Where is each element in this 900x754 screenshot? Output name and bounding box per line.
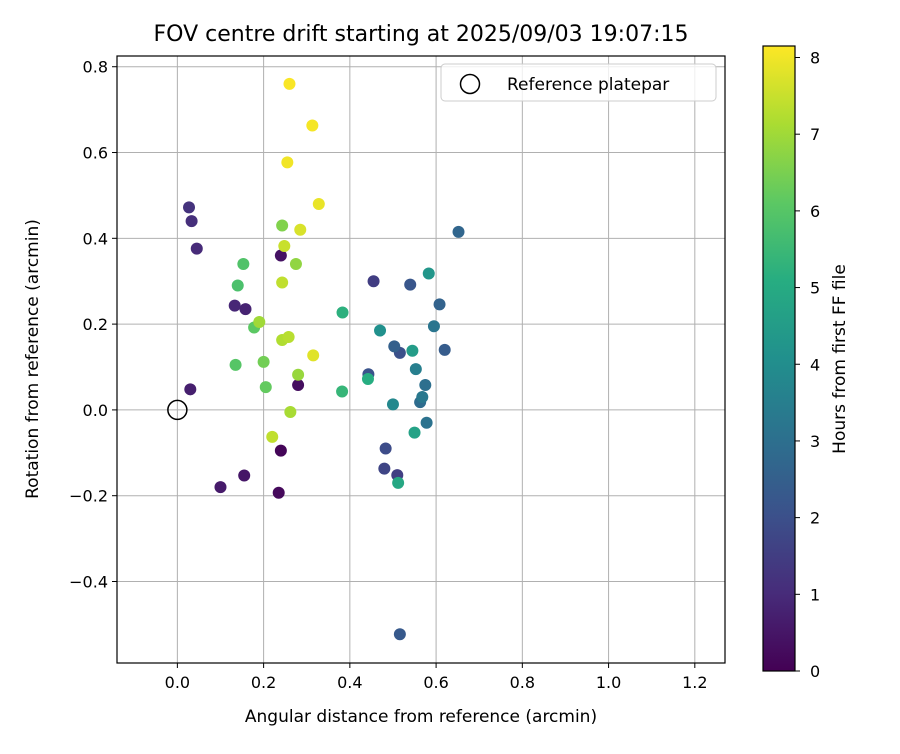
scatter-point bbox=[276, 276, 289, 289]
colorbar-tick-label: 2 bbox=[810, 509, 820, 528]
chart-title: FOV centre drift starting at 2025/09/03 … bbox=[154, 22, 689, 47]
scatter-point bbox=[379, 442, 392, 455]
scatter-point bbox=[272, 486, 285, 499]
scatter-point bbox=[183, 201, 196, 214]
scatter-point bbox=[361, 373, 374, 386]
scatter-point bbox=[259, 381, 272, 394]
x-tick-label: 0.2 bbox=[251, 673, 276, 692]
colorbar-tick-label: 5 bbox=[810, 279, 820, 298]
x-axis-label: Angular distance from reference (arcmin) bbox=[245, 707, 597, 727]
scatter-point bbox=[292, 379, 305, 392]
scatter-point bbox=[374, 324, 387, 337]
y-tick-label: 0.8 bbox=[83, 58, 108, 77]
scatter-point bbox=[239, 303, 252, 316]
scatter-point bbox=[294, 223, 307, 236]
x-tick-label: 1.2 bbox=[682, 673, 707, 692]
scatter-point bbox=[419, 379, 432, 392]
scatter-point bbox=[452, 225, 465, 238]
scatter-point bbox=[427, 320, 440, 333]
scatter-point bbox=[231, 279, 244, 292]
x-tick-label: 0.6 bbox=[423, 673, 448, 692]
scatter-point bbox=[281, 156, 294, 169]
scatter-point bbox=[278, 240, 291, 253]
scatter-point bbox=[185, 215, 198, 228]
scatter-point bbox=[229, 358, 242, 371]
colorbar-tick-label: 6 bbox=[810, 202, 820, 221]
colorbar-tick-label: 7 bbox=[810, 125, 820, 144]
scatter-point bbox=[433, 298, 446, 311]
legend-box bbox=[440, 63, 717, 102]
y-tick-label: 0.0 bbox=[83, 401, 108, 420]
scatter-point bbox=[378, 462, 391, 475]
legend-label: Reference platepar bbox=[507, 75, 669, 95]
data-points bbox=[183, 77, 465, 641]
scatter-point bbox=[388, 340, 401, 353]
x-tick-label: 0.0 bbox=[165, 673, 190, 692]
scatter-point bbox=[404, 278, 417, 291]
legend: Reference platepar bbox=[440, 63, 717, 102]
colorbar bbox=[762, 45, 796, 672]
scatter-point bbox=[238, 469, 251, 482]
scatter-point bbox=[282, 330, 295, 343]
scatter-point bbox=[406, 344, 419, 357]
scatter-point bbox=[416, 391, 429, 404]
scatter-point bbox=[276, 219, 289, 232]
scatter-point bbox=[422, 267, 435, 280]
scatter-point bbox=[367, 275, 380, 288]
scatter-point bbox=[420, 416, 433, 429]
plot-area bbox=[117, 56, 725, 663]
scatter-point bbox=[408, 426, 421, 439]
x-tick-label: 1.0 bbox=[596, 673, 621, 692]
scatter-point bbox=[292, 368, 305, 381]
grid-lines bbox=[117, 56, 725, 663]
colorbar-tick-label: 8 bbox=[810, 49, 820, 68]
x-tick-label: 0.8 bbox=[510, 673, 535, 692]
colorbar-ticks: 0 1 2 3 4 5 6 7 8 bbox=[795, 49, 820, 681]
scatter-point bbox=[228, 299, 241, 312]
scatter-point bbox=[307, 349, 320, 362]
scatter-point bbox=[184, 383, 197, 396]
scatter-point bbox=[289, 258, 302, 271]
y-axis-label: Rotation from reference (arcmin) bbox=[23, 219, 43, 499]
scatter-point bbox=[284, 406, 297, 419]
scatter-point bbox=[237, 258, 250, 271]
y-tick-label: 0.6 bbox=[83, 144, 108, 163]
y-tick-label: −0.4 bbox=[69, 572, 108, 591]
x-tick-label: 0.4 bbox=[337, 673, 362, 692]
colorbar-label: Hours from first FF file bbox=[830, 264, 850, 454]
scatter-point bbox=[253, 315, 266, 328]
legend-marker bbox=[459, 73, 481, 95]
scatter-point bbox=[393, 628, 406, 641]
colorbar-tick-label: 4 bbox=[810, 355, 820, 374]
plot-frame bbox=[116, 55, 726, 664]
scatter-point bbox=[438, 343, 451, 356]
scatter-point bbox=[336, 306, 349, 319]
axis-ticks: 0.0 0.2 0.4 0.6 0.8 1.0 1.2 −0.4 −0.2 0.0 0.2 0.4 0.… bbox=[69, 58, 707, 692]
scatter-point bbox=[283, 77, 296, 90]
y-tick-label: 0.2 bbox=[83, 315, 108, 334]
colorbar-tick-label: 3 bbox=[810, 432, 820, 451]
scatter-point bbox=[409, 363, 422, 376]
scatter-point bbox=[392, 476, 405, 489]
colorbar-tick-label: 1 bbox=[810, 585, 820, 604]
scatter-point bbox=[257, 355, 270, 368]
scatter-point bbox=[266, 430, 279, 443]
scatter-point bbox=[214, 481, 227, 494]
reference-platepar-marker bbox=[167, 399, 188, 421]
y-tick-label: −0.2 bbox=[69, 487, 108, 506]
scatter-point bbox=[306, 119, 319, 132]
scatter-point bbox=[274, 444, 287, 457]
scatter-point bbox=[386, 398, 399, 411]
scatter-point bbox=[312, 197, 325, 210]
scatter-point bbox=[190, 242, 203, 255]
y-tick-label: 0.4 bbox=[83, 229, 108, 248]
scatter-point bbox=[274, 249, 287, 262]
scatter-point bbox=[336, 385, 349, 398]
colorbar-tick-label: 0 bbox=[810, 662, 820, 681]
